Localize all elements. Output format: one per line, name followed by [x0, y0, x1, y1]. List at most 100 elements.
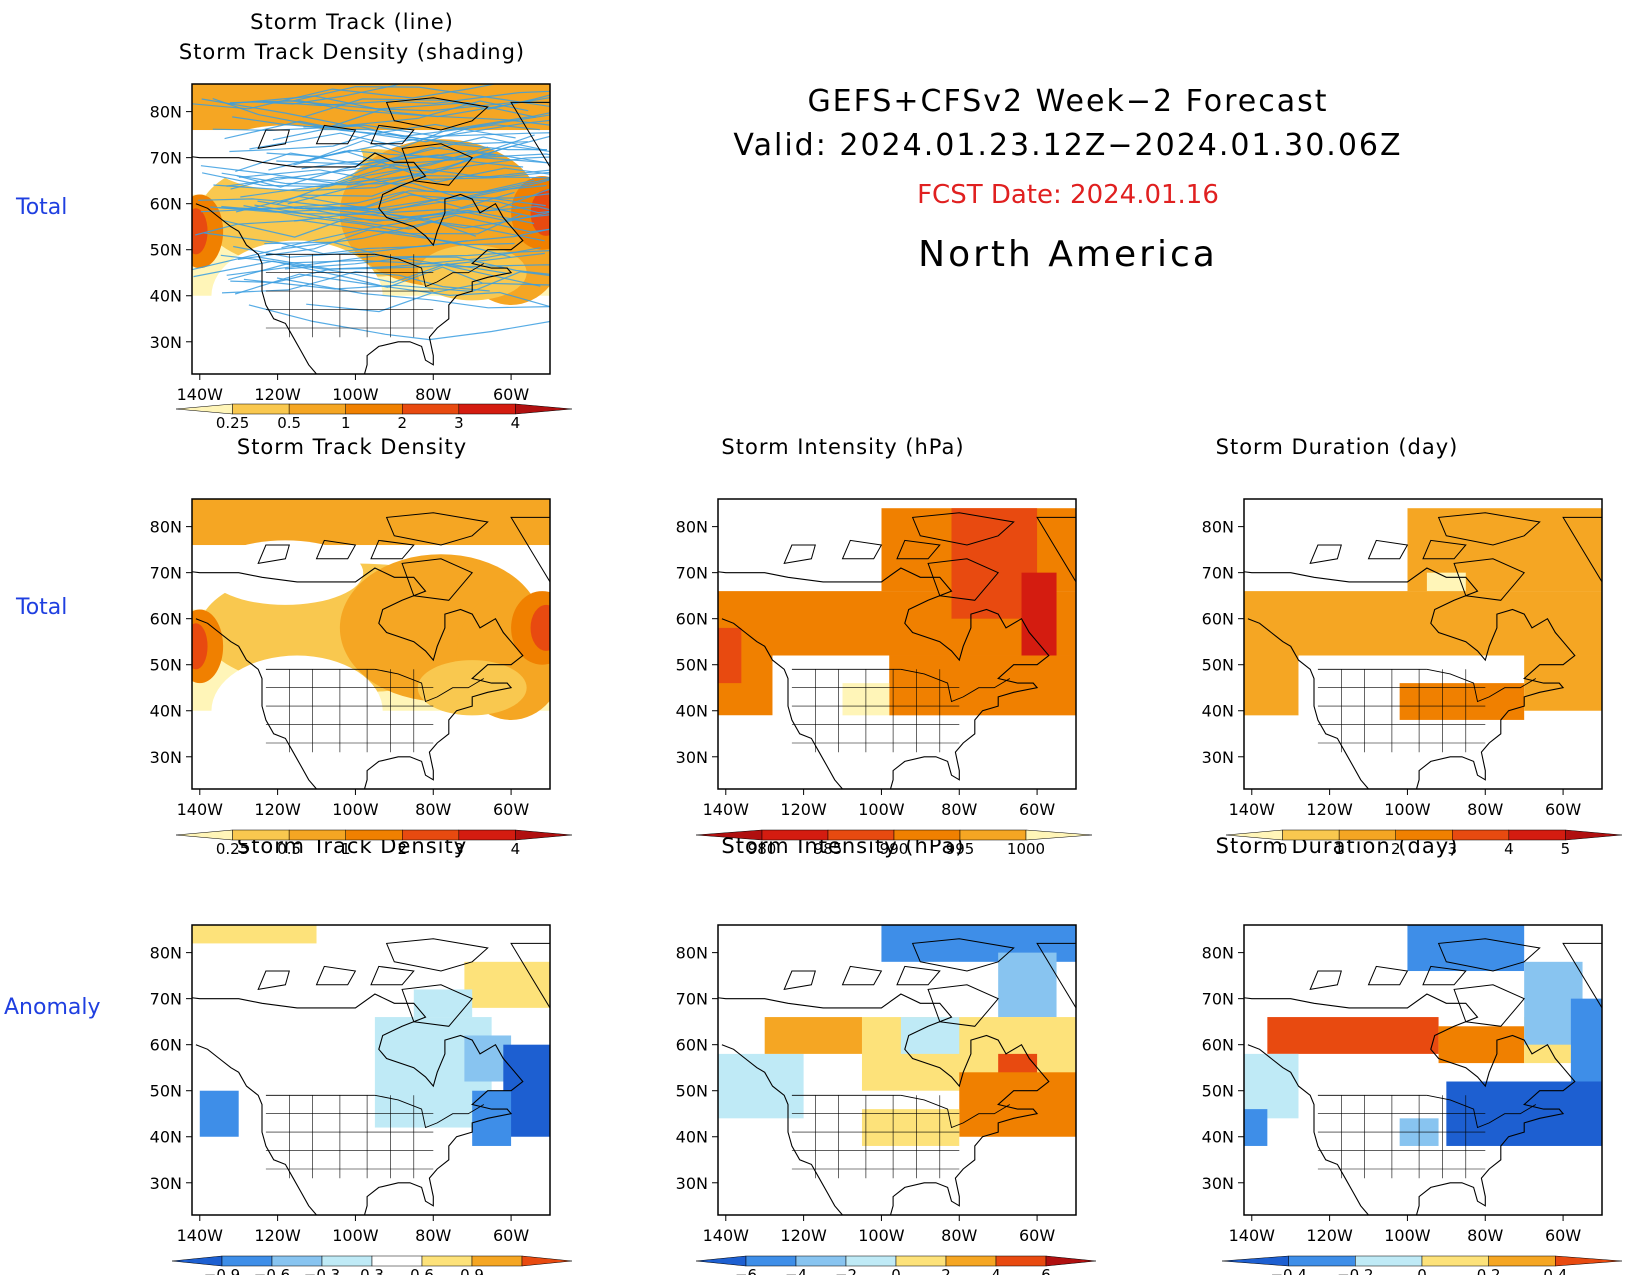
- lat-label: 50N: [150, 656, 182, 675]
- lat-label: 40N: [676, 702, 708, 721]
- colorbar-label: 985: [814, 840, 843, 858]
- lat-label: 60N: [150, 195, 182, 214]
- lat-label: 70N: [150, 149, 182, 168]
- colorbar-label: 5: [1561, 840, 1571, 858]
- colorbar-arrow: [171, 1255, 223, 1267]
- lat-label: 70N: [676, 990, 708, 1009]
- lon-label: 60W: [1545, 800, 1581, 819]
- island-outline: [370, 965, 415, 986]
- lat-label: 80N: [1202, 518, 1234, 537]
- lat-label: 60N: [150, 1036, 182, 1055]
- lon-label: 80W: [415, 385, 451, 404]
- colorbar-swatch: [345, 829, 403, 841]
- storm-track-line: [192, 220, 545, 271]
- colorbar-density_total: 0.25 0.5 1 2 3 4: [175, 829, 573, 858]
- colorbar-label: 0.25: [216, 414, 249, 432]
- colorbar-label: 2: [941, 1266, 951, 1275]
- island-outline: [257, 970, 290, 991]
- colorbar-swatch: [288, 403, 346, 415]
- coastline: [192, 567, 524, 789]
- lon-label: 140W: [1229, 800, 1276, 819]
- shading-cell: [718, 627, 742, 684]
- colorbar-swatch: [945, 1255, 997, 1267]
- lat-label: 40N: [676, 1128, 708, 1147]
- border-line: [900, 1094, 1011, 1129]
- lon-label: 60W: [493, 385, 529, 404]
- lon-label: 100W: [332, 1226, 379, 1245]
- coastline: [192, 152, 524, 374]
- colorbar-arrow: [515, 403, 573, 415]
- shading-cell: [1021, 572, 1057, 665]
- lon-label: 80W: [941, 1226, 977, 1245]
- lat-label: 80N: [150, 518, 182, 537]
- shading-cell: [1267, 1017, 1439, 1054]
- storm-track-line: [285, 99, 550, 112]
- lon-label: 120W: [780, 1226, 827, 1245]
- row-label-total-2: Total: [16, 595, 68, 620]
- colorbar-label: 0: [1417, 1266, 1427, 1275]
- colorbar-swatch: [402, 829, 460, 841]
- lat-label: 80N: [150, 944, 182, 963]
- lon-label: 80W: [415, 1226, 451, 1245]
- storm-track-line: [252, 84, 402, 105]
- island-outline: [1036, 516, 1076, 583]
- shading-cell: [1524, 655, 1602, 711]
- colorbar-label: 3: [1448, 840, 1458, 858]
- lat-label: 30N: [676, 748, 708, 767]
- lat-label: 30N: [150, 748, 182, 767]
- colorbar-label: 0: [891, 1266, 901, 1275]
- colorbar-swatch: [761, 829, 829, 841]
- lon-label: 120W: [780, 800, 827, 819]
- lat-label: 50N: [150, 1082, 182, 1101]
- shading-blob: [417, 660, 527, 716]
- colorbar-swatch: [895, 1255, 947, 1267]
- storm-track-line: [224, 114, 550, 143]
- colorbar-label: 0.5: [277, 414, 301, 432]
- lon-label: 80W: [1467, 1226, 1503, 1245]
- storm-track-line: [238, 169, 547, 194]
- colorbar-arrow: [1565, 829, 1623, 841]
- map-frame: [717, 498, 1077, 790]
- storm-track-line: [300, 188, 550, 223]
- colorbar-swatch: [827, 829, 895, 841]
- island-outline: [510, 101, 550, 168]
- map-frame: [191, 924, 551, 1216]
- island-outline: [1422, 965, 1467, 986]
- colorbar-swatch: [371, 1255, 423, 1267]
- coastline: [1244, 567, 1576, 789]
- colorbar-swatch: [845, 1255, 897, 1267]
- island-outline: [841, 539, 883, 560]
- lon-label: 80W: [415, 800, 451, 819]
- colorbar-label: −6: [735, 1266, 757, 1275]
- colorbar-label: 6: [1041, 1266, 1051, 1275]
- colorbar-arrow: [175, 403, 233, 415]
- colorbar-duration_anom: −0.4 −0.2 0 0.2 0.4: [1221, 1255, 1623, 1275]
- storm-track-line: [227, 95, 550, 118]
- colorbar-arrow: [1555, 1255, 1623, 1267]
- panel1-title-line2: Storm Track Density (shading): [178, 40, 526, 64]
- lat-label: 30N: [1202, 748, 1234, 767]
- map-frame: [1243, 924, 1603, 1216]
- storm-track-line: [284, 256, 550, 276]
- storm-track-line: [223, 204, 530, 238]
- lat-label: 40N: [150, 287, 182, 306]
- colorbar-label: 4: [511, 840, 521, 858]
- lat-label: 50N: [676, 656, 708, 675]
- colorbar-label: −0.2: [1337, 1266, 1373, 1275]
- island-outline: [1562, 942, 1602, 1009]
- storm-track-line: [230, 146, 496, 190]
- lon-label: 60W: [1019, 1226, 1055, 1245]
- colorbar-arrow: [521, 1255, 573, 1267]
- storm-track-line: [218, 191, 515, 210]
- island-outline: [257, 129, 290, 150]
- valid-period: Valid: 2024.01.23.12Z−2024.01.30.06Z: [733, 128, 1403, 163]
- p4-plot-area: [1244, 499, 1602, 789]
- storm-track-line: [221, 134, 535, 186]
- lat-label: 40N: [1202, 1128, 1234, 1147]
- colorbar-swatch: [995, 1255, 1047, 1267]
- island-outline: [1422, 539, 1467, 560]
- storm-track-line: [243, 271, 550, 293]
- lat-label: 80N: [150, 103, 182, 122]
- colorbar-swatch: [345, 403, 403, 415]
- p2-plot-area: [192, 499, 550, 789]
